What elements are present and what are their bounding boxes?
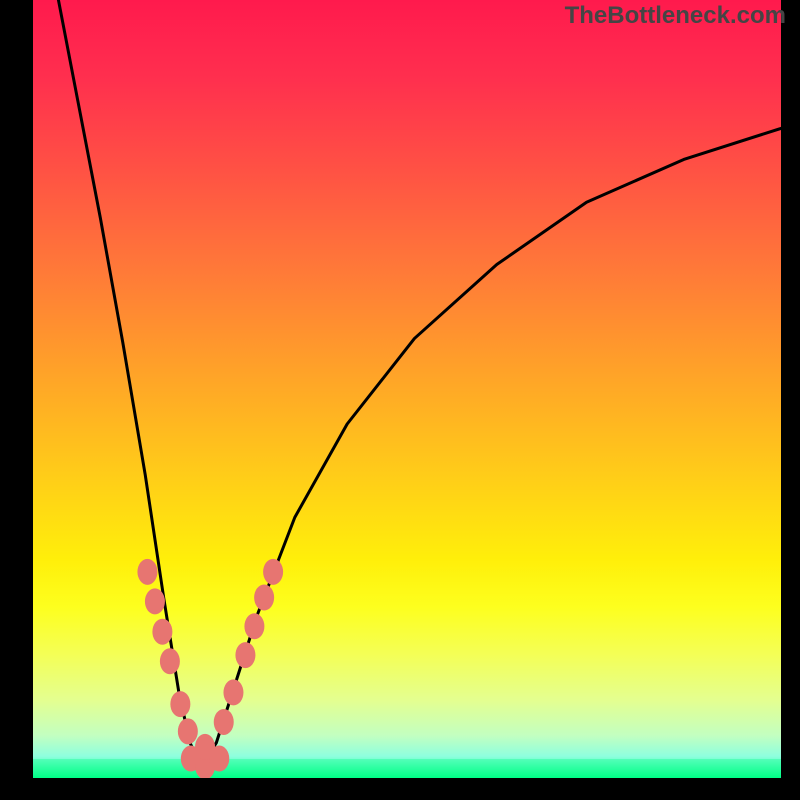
curve-right-segment [201,128,781,766]
bead-left-5 [178,718,198,744]
bead-right-3 [244,613,264,639]
bead-left-3 [160,648,180,674]
watermark-text: TheBottleneck.com [565,2,786,30]
bead-left-4 [170,691,190,717]
plot-area [33,0,781,778]
bead-right-1 [223,679,243,705]
bead-left-0 [137,559,157,585]
bead-right-2 [235,642,255,668]
bead-bottom-3 [195,734,215,760]
bottleneck-curve [33,0,781,778]
bead-right-5 [263,559,283,585]
bead-right-4 [254,585,274,611]
chart-frame: TheBottleneck.com [0,0,800,800]
bead-left-2 [152,619,172,645]
bead-left-1 [145,588,165,614]
bead-right-0 [214,709,234,735]
curve-left-segment [58,0,201,766]
